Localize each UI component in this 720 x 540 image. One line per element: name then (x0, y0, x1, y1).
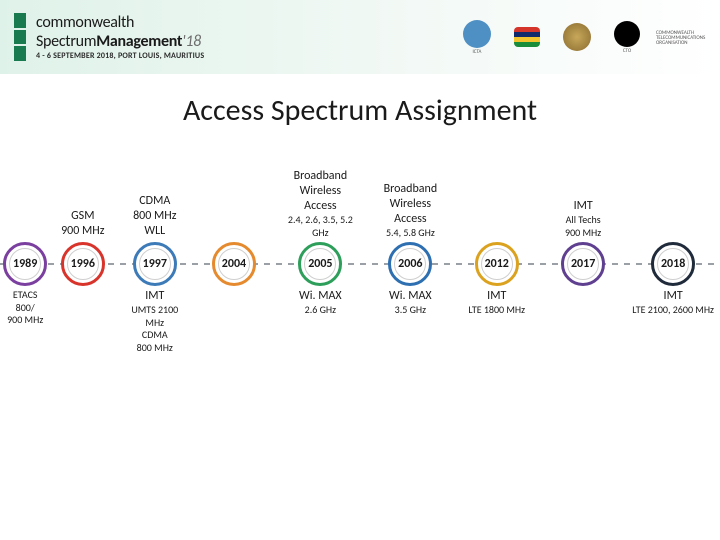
coat-of-arms-icon (556, 16, 598, 58)
timeline-below-slot: ETACS800/900 MHz (0, 289, 50, 327)
year-circle: 2006 (390, 244, 430, 284)
timeline-label-line: Wi. MAX (276, 289, 366, 304)
timeline-below-slot: IMTLTE 1800 MHz (454, 289, 540, 317)
timeline-axis: 1989 1996 1997 2004 2005 2006 (0, 239, 720, 289)
timeline-label-line: IMT (628, 289, 718, 304)
timeline-above-slot: CDMA800 MHzWLL (115, 194, 194, 239)
timeline-below-slot: Wi. MAX3.5 GHz (367, 289, 453, 317)
timeline-below-slot: Wi. MAX2.6 GHz (274, 289, 368, 317)
timeline-node: 1989 (0, 244, 50, 284)
year-circle: 1997 (135, 244, 175, 284)
year-circle: 1996 (63, 244, 103, 284)
year-label: 1996 (71, 257, 95, 271)
timeline-label-line: IMT (117, 289, 192, 304)
timeline-label-line: GHz (276, 227, 366, 240)
year-circle: 2017 (563, 244, 603, 284)
timeline-above-slot: BroadbandWirelessAccess5.4, 5.8 GHz (367, 182, 453, 240)
timeline-label-line: All Techs (542, 214, 624, 227)
timeline-above-labels: GSM900 MHzCDMA800 MHzWLLBroadbandWireles… (0, 155, 720, 239)
cto-caption: COMMONWEALTH TELECOMMUNICATIONS ORGANISA… (656, 31, 706, 46)
year-label: 2004 (222, 257, 246, 271)
partner-logos: ICTA CTO COMMONWEALTH TELECOMMUNICATIONS… (456, 16, 706, 58)
timeline-below-slot: IMTLTE 2100, 2600 MHz (626, 289, 720, 317)
timeline-node: 1997 (115, 244, 194, 284)
year-circle: 2004 (214, 244, 254, 284)
header-subtitle: 4 - 6 SEPTEMBER 2018, PORT LOUIS, MAURIT… (36, 51, 204, 61)
timeline-label-line: IMT (542, 199, 624, 214)
year-circle: 2005 (300, 244, 340, 284)
timeline-nodes: 1989 1996 1997 2004 2005 2006 (0, 239, 720, 289)
timeline-above-slot: IMTAll Techs900 MHz (540, 199, 626, 239)
year-circle: 1989 (5, 244, 45, 284)
icta-label: ICTA (473, 50, 482, 55)
year-circle: 2018 (653, 244, 693, 284)
timeline-label-line: LTE 1800 MHz (456, 304, 538, 317)
timeline-node: 2006 (367, 244, 453, 284)
cto-label: CTO (623, 49, 631, 54)
timeline-label-line: 900 MHz (542, 227, 624, 240)
timeline-below-slot: IMTUMTS 2100MHzCDMA800 MHz (115, 289, 194, 354)
year-circle: 2012 (477, 244, 517, 284)
timeline-label-line: 800 MHz (117, 342, 192, 355)
timeline-label-line: 900 MHz (2, 314, 48, 327)
header-title-year: '18 (182, 32, 201, 51)
conference-header: commonwealth SpectrumManagement'18 4 - 6… (0, 0, 720, 74)
timeline-label-line: Wi. MAX (369, 289, 451, 304)
timeline-label-line: 2.6 GHz (276, 304, 366, 317)
timeline-label-line: ETACS (2, 289, 48, 302)
timeline-above-slot: BroadbandWirelessAccess2.4, 2.6, 3.5, 5.… (274, 169, 368, 239)
timeline-node: 2005 (274, 244, 368, 284)
header-title: commonwealth SpectrumManagement'18 (36, 13, 204, 51)
timeline-node: 2012 (454, 244, 540, 284)
icta-logo-icon: ICTA (456, 16, 498, 58)
timeline-below-labels: ETACS800/900 MHz IMTUMTS 2100MHzCDMA800 M… (0, 289, 720, 389)
timeline-label-line: Wireless (276, 184, 366, 199)
timeline-label-line: Broadband (369, 182, 451, 197)
cto-logo-icon: CTO (606, 16, 648, 58)
timeline-node: 2017 (540, 244, 626, 284)
timeline-label-line: Access (276, 199, 366, 214)
page-title: Access Spectrum Assignment (0, 92, 720, 129)
timeline-label-line: LTE 2100, 2600 MHz (628, 304, 718, 317)
header-logo-mark (14, 13, 26, 61)
timeline-label-line: Access (369, 212, 451, 227)
mauritius-flag-icon (506, 16, 548, 58)
year-label: 1997 (143, 257, 167, 271)
year-label: 1989 (13, 257, 37, 271)
timeline-label-line: Broadband (276, 169, 366, 184)
year-label: 2005 (308, 257, 332, 271)
header-title-word1: commonwealth (36, 13, 134, 32)
header-text: commonwealth SpectrumManagement'18 4 - 6… (36, 13, 204, 61)
timeline-label-line: Wireless (369, 197, 451, 212)
timeline-above-slot: GSM900 MHz (50, 209, 115, 239)
timeline-label-line: 2.4, 2.6, 3.5, 5.2 (276, 214, 366, 227)
timeline-label-line: 5.4, 5.8 GHz (369, 227, 451, 240)
timeline-label-line: CDMA (117, 329, 192, 342)
timeline-label-line: 3.5 GHz (369, 304, 451, 317)
timeline-label-line: CDMA (117, 194, 192, 209)
year-label: 2012 (485, 257, 509, 271)
timeline-label-line: WLL (117, 224, 192, 239)
header-title-word3: Management (96, 32, 182, 51)
timeline-label-line: GSM (52, 209, 113, 224)
timeline-label-line: IMT (456, 289, 538, 304)
timeline-label-line: 800 MHz (117, 209, 192, 224)
header-title-word2: Spectrum (36, 32, 96, 51)
timeline-label-line: UMTS 2100 (117, 304, 192, 317)
timeline-node: 1996 (50, 244, 115, 284)
timeline-label-line: 900 MHz (52, 224, 113, 239)
year-label: 2017 (571, 257, 595, 271)
timeline-node: 2004 (194, 244, 273, 284)
year-label: 2006 (398, 257, 422, 271)
timeline-node: 2018 (626, 244, 720, 284)
year-label: 2018 (661, 257, 685, 271)
timeline: GSM900 MHzCDMA800 MHzWLLBroadbandWireles… (0, 155, 720, 389)
